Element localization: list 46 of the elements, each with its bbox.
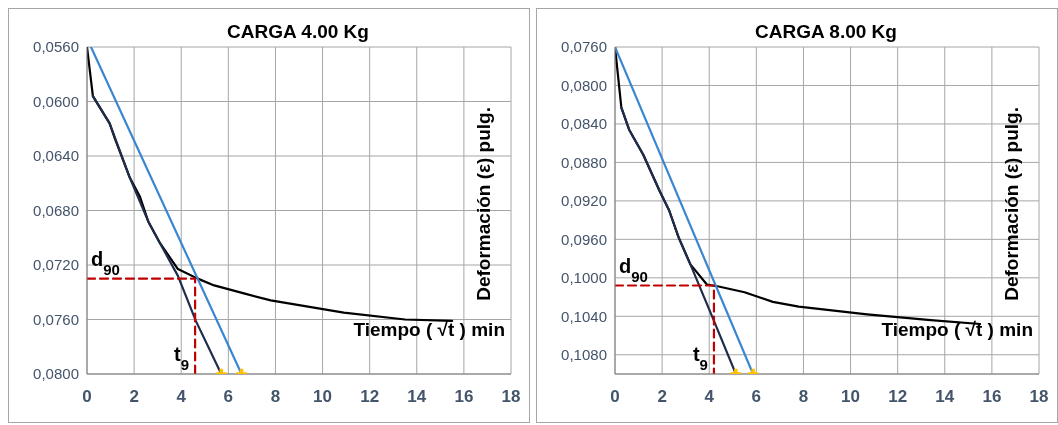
x-axis-title: Tiempo ( √t ) min [353,319,505,341]
y-tick-label: 0,0720 [33,256,79,274]
x-tick-label: 8 [270,387,281,407]
x-tick-label: 18 [501,387,521,407]
x-tick-label: 4 [704,387,715,407]
x-tick-label: 2 [129,387,139,407]
x-tick-label: 12 [360,387,380,407]
x-tick-label: 10 [841,387,861,407]
x-tick-label: 4 [176,387,187,407]
chart-title: CARGA 4.00 Kg [226,21,370,43]
x-tick-label: 8 [798,387,809,407]
y-tick-label: 0,0960 [561,230,607,248]
x-tick-label: 6 [751,387,762,407]
x-tick-label: 16 [982,387,1002,407]
x-tick-label: 14 [407,387,427,407]
y-tick-label: 0,0920 [561,192,607,210]
y-tick-label: 0,0800 [561,76,607,94]
y-tick-label: 0,0800 [33,365,79,383]
y-tick-label: 0,1080 [561,346,607,364]
x-tick-label: 2 [657,387,667,407]
y-tick-label: 0,0640 [33,147,79,165]
y-tick-label: 0,0760 [33,310,79,328]
x-axis-title: Tiempo ( √t ) min [881,319,1033,341]
y-tick-label: 0,0560 [33,38,79,56]
y-axis-title: Deformación (ε) pulg. [1001,107,1023,301]
x-tick-label: 0 [82,387,92,407]
annotation: d$_{90}$ [91,247,120,278]
chart-title: CARGA 8.00 Kg [754,21,898,43]
x-tick-label: 18 [1029,387,1049,407]
annotation: d$_{90}$ [619,254,648,285]
x-tick-label: 10 [313,387,333,407]
annotation: t$_{9}$ [174,343,190,373]
y-axis-title: Deformación (ε) pulg. [473,107,495,301]
x-tick-label: 14 [935,387,955,407]
y-tick-label: 0,0680 [33,201,79,219]
annotation: t$_{9}$ [692,343,708,373]
x-tick-label: 6 [223,387,234,407]
y-tick-label: 0,1040 [561,307,607,325]
y-tick-label: 0,0880 [561,153,607,171]
x-tick-label: 12 [888,387,908,407]
y-tick-label: 0,0600 [33,92,79,110]
y-tick-label: 0,0840 [561,115,607,133]
x-tick-label: 16 [454,387,474,407]
y-tick-label: 0,0760 [561,38,607,56]
x-tick-label: 0 [610,387,620,407]
y-tick-label: 0,1000 [561,269,607,287]
